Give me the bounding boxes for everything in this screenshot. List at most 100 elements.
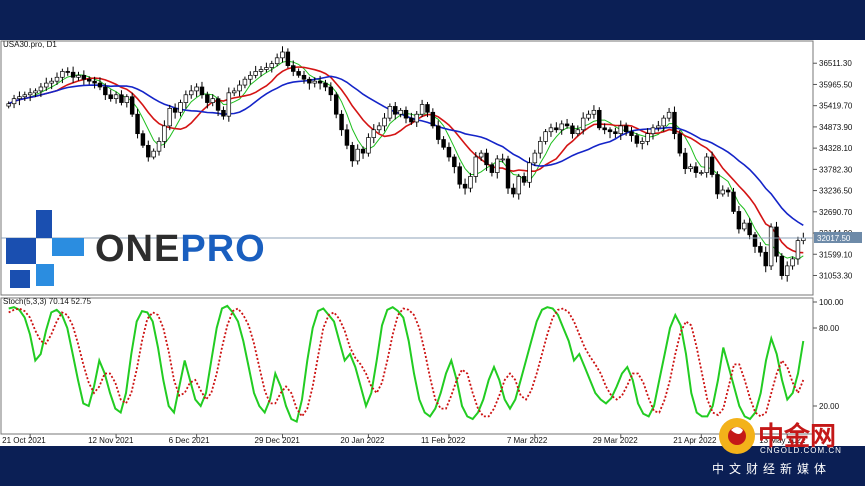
candle <box>221 109 226 117</box>
candle <box>763 251 768 267</box>
candle <box>500 158 505 161</box>
stoch-k-line <box>8 304 805 424</box>
candle <box>435 125 441 140</box>
candle <box>38 86 44 92</box>
candle <box>473 156 479 177</box>
candle <box>656 125 661 129</box>
candle <box>693 166 699 173</box>
candle <box>226 92 232 117</box>
candle <box>414 113 419 123</box>
candle <box>720 189 726 195</box>
price-panel-border <box>0 40 814 296</box>
candle <box>419 104 425 115</box>
candle <box>784 265 790 276</box>
candle <box>70 71 76 78</box>
stoch-y-tick-label: 80.00 <box>819 324 840 333</box>
x-tick-label: 13 May 2022 <box>759 436 806 445</box>
candle <box>699 172 704 174</box>
candle <box>11 98 17 105</box>
candle <box>54 76 60 82</box>
candle <box>629 131 634 136</box>
chart-canvas: USA30.pro, D1 Stoch(5,3,3) 70.14 52.75 3… <box>0 40 862 445</box>
stoch-y-tick-label: 20.00 <box>819 402 840 411</box>
candle <box>194 86 199 92</box>
ma-mid-line <box>8 66 804 254</box>
candle <box>172 108 178 113</box>
candle <box>65 71 70 73</box>
x-tick-label: 29 Dec 2021 <box>255 436 301 445</box>
candle <box>537 141 543 154</box>
candle <box>548 127 554 133</box>
candle <box>645 133 650 142</box>
candle <box>666 111 672 119</box>
candle <box>564 123 570 127</box>
candle <box>167 108 172 127</box>
candle <box>527 162 532 183</box>
candle <box>672 111 677 135</box>
candle <box>376 125 382 131</box>
watermark-logo-text: 中金网 <box>758 422 837 452</box>
candle <box>328 86 334 96</box>
price-y-tick-label: 33782.30 <box>819 165 853 174</box>
candle <box>366 137 371 154</box>
candle <box>183 94 189 103</box>
brand-name: ONEPRO <box>95 228 266 271</box>
candle <box>129 96 135 115</box>
candle <box>108 94 113 100</box>
candle <box>113 94 119 100</box>
candle <box>135 113 140 135</box>
candle <box>387 106 393 119</box>
candle <box>301 74 307 80</box>
candle <box>484 152 489 166</box>
candle <box>441 139 446 148</box>
candle <box>430 111 436 127</box>
watermark-subtitle: 中文财经新媒体 <box>712 462 832 476</box>
candle <box>580 117 586 131</box>
candle <box>452 156 457 168</box>
price-y-tick-label: 35965.50 <box>819 80 853 89</box>
candle <box>575 129 581 135</box>
candle <box>677 133 683 154</box>
candle <box>103 86 108 96</box>
price-y-tick-label: 36511.30 <box>819 59 852 68</box>
price-y-tick-label: 32690.70 <box>819 208 853 217</box>
candle <box>650 127 656 135</box>
candle <box>44 82 49 88</box>
candle <box>715 174 720 195</box>
x-tick-label: 29 Mar 2022 <box>593 436 638 445</box>
candle <box>752 234 758 247</box>
cngold-logo-icon <box>719 418 755 454</box>
candle <box>768 226 774 267</box>
candle <box>532 152 538 164</box>
stoch-y-tick-label: 100.00 <box>819 298 844 307</box>
candle <box>661 117 666 127</box>
candle <box>704 156 709 173</box>
symbol-label: USA30.pro, D1 <box>3 40 57 49</box>
candle <box>446 146 452 158</box>
candle <box>505 158 511 189</box>
candle <box>602 127 607 131</box>
candle <box>269 63 275 68</box>
candle <box>264 67 269 70</box>
price-y-tick-label: 34328.10 <box>819 144 853 153</box>
x-tick-label: 11 Feb 2022 <box>421 436 466 445</box>
price-y-axis: 36511.30 35965.50 35419.70 34873.90 34328.10… <box>813 59 853 280</box>
candle <box>591 109 597 115</box>
candle <box>242 78 248 86</box>
stoch-d-line <box>8 307 805 419</box>
candle <box>640 141 645 144</box>
brand-name-pro: PRO <box>180 228 266 270</box>
price-y-tick-label: 31053.30 <box>819 271 853 280</box>
candle <box>199 86 205 96</box>
x-tick-label: 20 Jan 2022 <box>340 436 385 445</box>
candle <box>49 80 54 84</box>
stoch-y-axis: 100.00 80.00 20.00 <box>813 298 844 411</box>
candle <box>521 176 527 183</box>
candle <box>285 51 291 66</box>
candle <box>709 156 715 175</box>
candle <box>570 125 575 135</box>
candle <box>790 258 795 267</box>
candle <box>140 133 146 146</box>
candle <box>618 125 623 135</box>
candle <box>317 80 323 84</box>
